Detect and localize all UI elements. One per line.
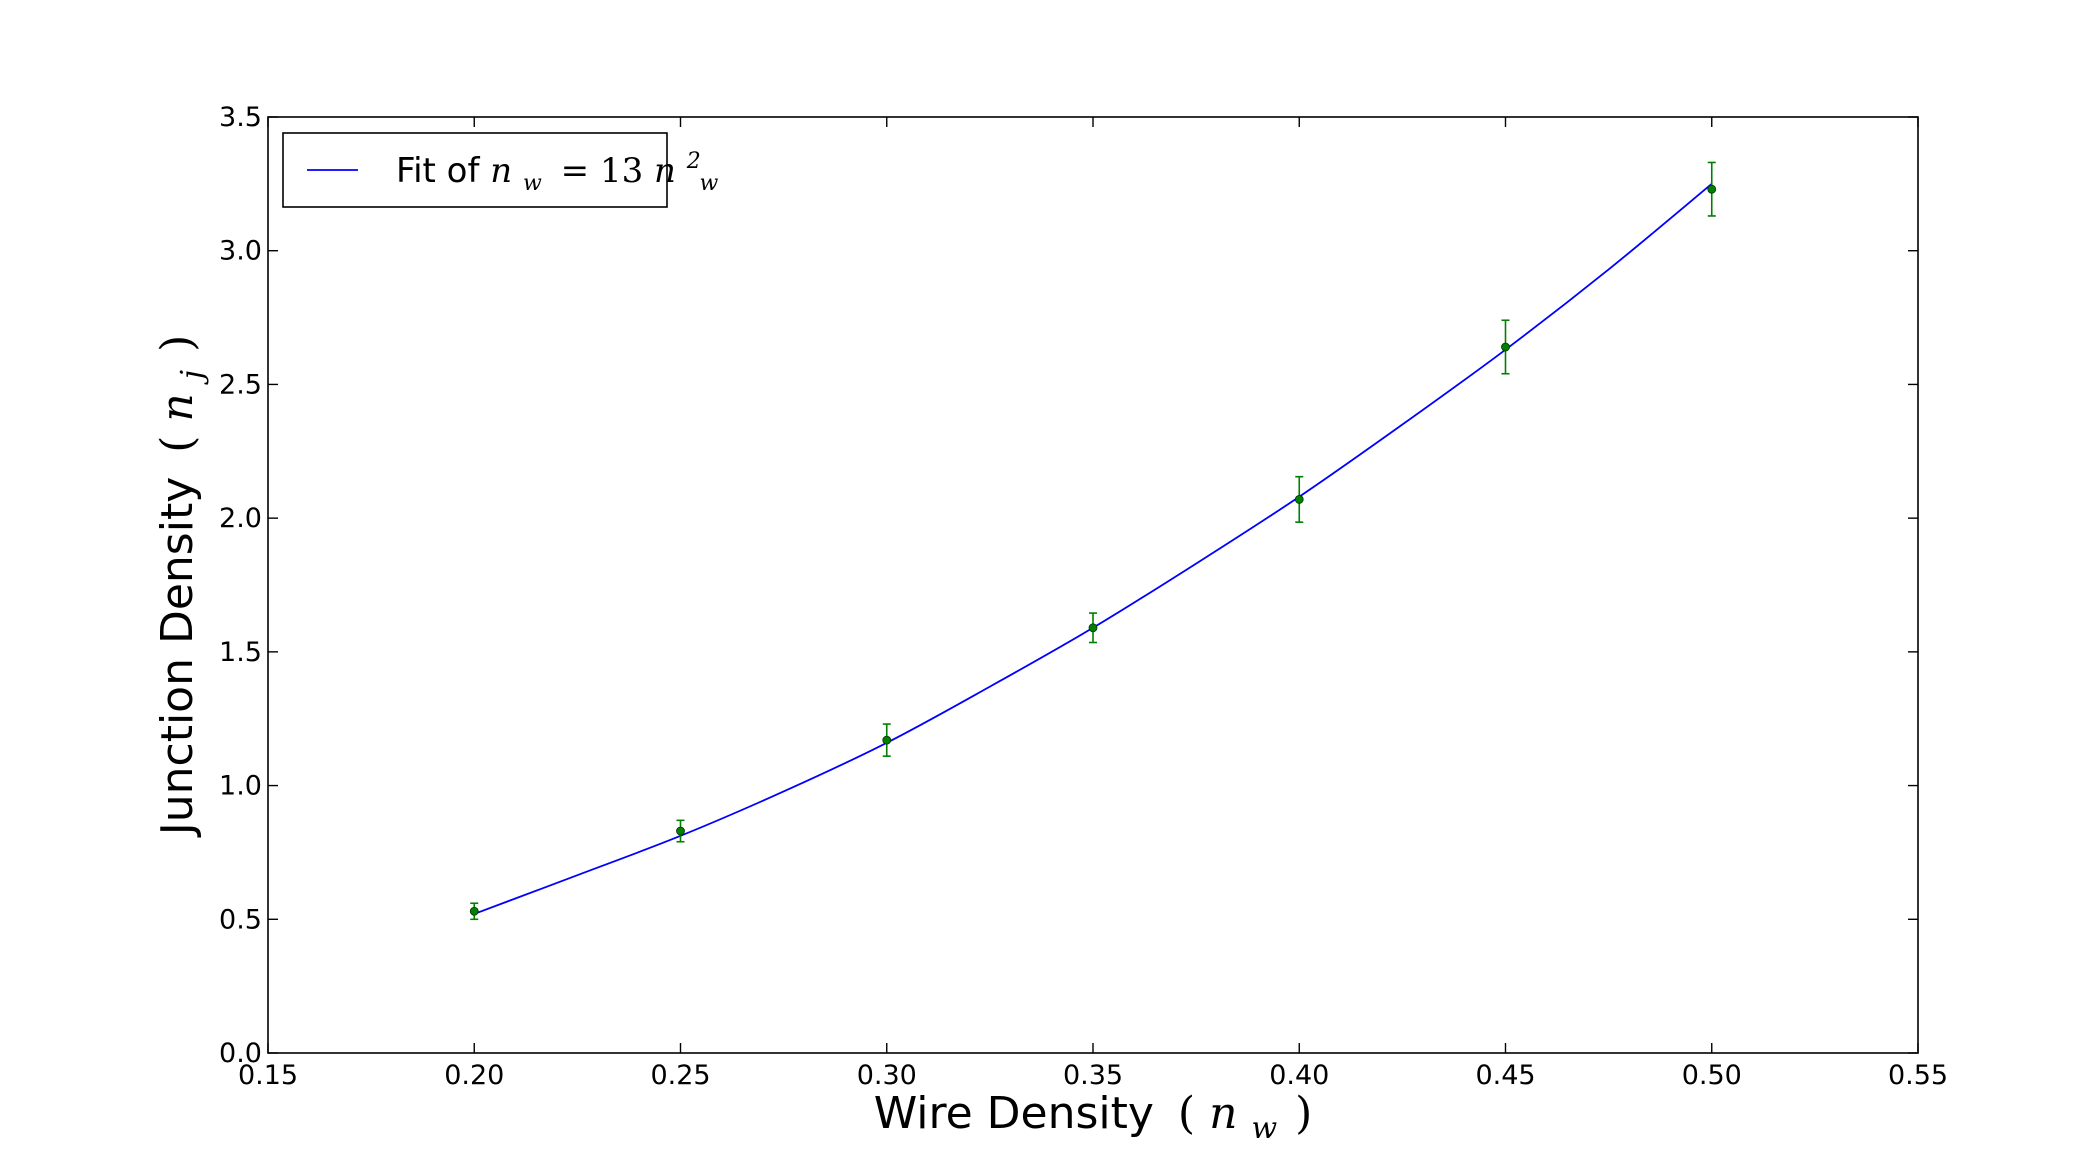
y-axis-math-base: n [152, 393, 203, 421]
legend-prefix: Fit of [396, 151, 490, 191]
errorbar-point [1707, 161, 1717, 217]
x-tick-label: 0.20 [444, 1060, 504, 1091]
y-tick-label: 3.5 [219, 102, 262, 133]
legend-entry-fit: Fit of n w = 13 n 2 w [396, 137, 719, 199]
errorbar-point [676, 819, 685, 843]
legend-rhs-sub: w [700, 171, 719, 196]
legend: Fit of n w = 13 n 2 w [282, 132, 719, 208]
x-tick-label: 0.55 [1888, 1060, 1948, 1091]
x-tick-label: 0.25 [650, 1060, 710, 1091]
x-axis-paren-open: ( [1178, 1088, 1195, 1139]
axes-frame [267, 116, 1919, 1054]
errorbars [469, 161, 1717, 921]
data-point [1294, 495, 1304, 504]
legend-coef: 13 [600, 151, 643, 191]
x-tick-label: 0.50 [1682, 1060, 1742, 1091]
x-tick-label: 0.35 [1063, 1060, 1123, 1091]
x-axis-label-text: Wire Density [874, 1088, 1154, 1139]
legend-lhs-base: n [490, 151, 512, 191]
y-axis-paren-close: ) [152, 335, 203, 352]
x-axis-math-sub: w [1251, 1111, 1277, 1146]
x-tick-label: 0.45 [1475, 1060, 1535, 1091]
y-tick-label: 3.0 [219, 236, 262, 267]
legend-lhs-sub: w [523, 171, 542, 196]
errorbar-point [1088, 612, 1098, 644]
y-tick-label: 1.5 [219, 637, 262, 668]
errorbar-point [882, 723, 892, 757]
ticks: 0.15 0.20 0.25 0.30 0.35 0.40 0.45 0.50 0.55 0.0 0… [219, 102, 1948, 1091]
x-axis-paren-close: ) [1295, 1088, 1312, 1139]
data-point [469, 906, 479, 916]
data-point [1088, 623, 1098, 633]
x-tick-label: 0.40 [1269, 1060, 1329, 1091]
y-tick-label: 0.5 [219, 904, 262, 935]
plot-area [267, 116, 1919, 1054]
data-point [676, 826, 685, 836]
legend-eq: = [561, 151, 590, 191]
x-tick-label: 0.30 [857, 1060, 917, 1091]
y-tick-label: 0.0 [219, 1038, 262, 1069]
legend-rhs-sup: 2 [686, 149, 701, 174]
y-tick-label: 1.0 [219, 771, 262, 802]
x-axis-math-base: n [1209, 1088, 1237, 1139]
x-axis-label: Wire Density ( n w ) [874, 1088, 1313, 1149]
y-axis-paren-open: ( [152, 436, 203, 453]
data-point [1707, 184, 1717, 194]
data-point [882, 735, 892, 745]
y-axis-label-text: Junction Density [152, 477, 203, 839]
errorbar-point [1501, 319, 1510, 375]
y-tick-label: 2.5 [219, 369, 262, 400]
y-axis-label: Junction Density ( n j ) [152, 335, 213, 839]
legend-rhs-base: n [654, 151, 676, 191]
errorbar-point [469, 902, 479, 921]
errorbar-point [1294, 475, 1304, 523]
data-point [1501, 342, 1510, 352]
y-tick-label: 2.0 [219, 503, 262, 534]
x-tick-label: 0.15 [238, 1060, 298, 1091]
